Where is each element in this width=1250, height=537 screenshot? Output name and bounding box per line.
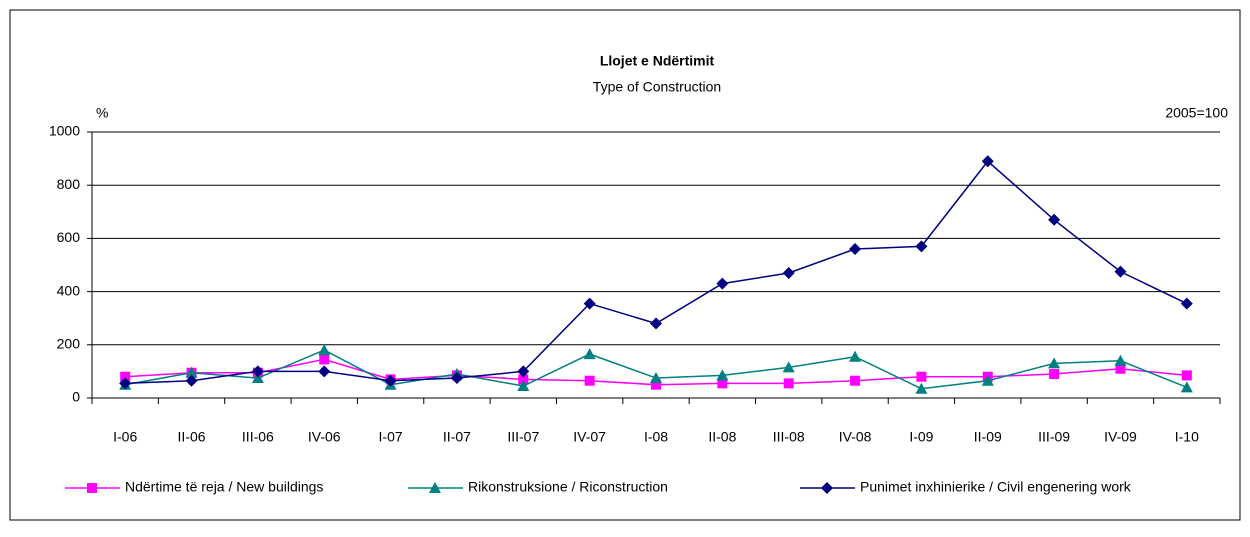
marker: [583, 297, 596, 310]
x-tick-label: I-09: [909, 429, 933, 445]
marker: [782, 266, 795, 279]
x-tick-label: II-09: [974, 429, 1002, 445]
y-tick-label: 400: [57, 282, 81, 298]
marker: [185, 366, 198, 378]
legend-label: Ndërtime të reja / New buildings: [125, 479, 323, 495]
marker: [1049, 369, 1060, 380]
y-tick-label: 800: [57, 176, 81, 192]
marker: [916, 371, 927, 382]
marker: [849, 350, 862, 362]
marker: [915, 382, 928, 394]
marker: [821, 482, 833, 494]
marker: [119, 377, 132, 390]
y-tick-label: 1000: [49, 123, 80, 139]
annotation: 2005=100: [1165, 105, 1228, 121]
x-tick-label: I-08: [644, 429, 668, 445]
marker: [251, 372, 264, 384]
y-tick-label: 200: [57, 336, 81, 352]
marker: [120, 371, 131, 382]
chart-border: [9, 9, 1241, 521]
marker: [429, 482, 441, 493]
marker: [1048, 213, 1061, 226]
marker: [915, 240, 928, 253]
marker: [318, 365, 331, 378]
marker: [1114, 265, 1127, 278]
x-tick-label: II-07: [443, 429, 471, 445]
legend-label: Rikonstruksione / Riconstruction: [468, 479, 668, 495]
marker: [1115, 363, 1126, 374]
marker: [1048, 357, 1061, 369]
x-tick-label: I-07: [379, 429, 403, 445]
marker: [1180, 297, 1193, 310]
marker: [716, 369, 729, 381]
marker: [87, 483, 97, 493]
marker: [185, 374, 198, 387]
marker: [517, 365, 530, 378]
x-tick-label: IV-06: [308, 429, 341, 445]
y-axis-label: %: [96, 105, 108, 121]
marker: [318, 344, 331, 356]
marker: [1181, 370, 1192, 381]
marker: [518, 374, 529, 385]
marker: [650, 372, 662, 384]
chart-subtitle: Type of Construction: [593, 79, 721, 95]
x-tick-label: IV-08: [839, 429, 872, 445]
x-tick-label: III-09: [1038, 429, 1070, 445]
x-tick-label: I-06: [113, 429, 137, 445]
marker: [319, 354, 330, 365]
marker: [716, 277, 729, 290]
chart-title: Llojet e Ndërtimit: [600, 53, 715, 69]
marker: [850, 375, 861, 386]
marker: [651, 379, 661, 390]
marker: [981, 155, 994, 168]
x-tick-label: IV-09: [1104, 429, 1137, 445]
marker: [782, 361, 795, 373]
marker: [717, 378, 728, 389]
marker: [650, 317, 662, 330]
marker: [384, 374, 397, 387]
marker: [783, 378, 794, 389]
marker: [1180, 381, 1193, 393]
marker: [517, 380, 530, 392]
x-tick-label: I-10: [1175, 429, 1199, 445]
y-tick-label: 600: [57, 229, 81, 245]
marker: [584, 375, 595, 386]
x-tick-label: IV-07: [573, 429, 606, 445]
marker: [1114, 354, 1127, 366]
x-tick-label: III-08: [773, 429, 805, 445]
legend-label: Punimet inxhinierike / Civil engenering …: [860, 479, 1132, 495]
marker: [450, 372, 463, 385]
x-tick-label: III-07: [507, 429, 539, 445]
y-tick-label: 0: [72, 389, 80, 405]
marker: [251, 365, 264, 378]
x-tick-label: II-06: [178, 429, 206, 445]
marker: [849, 243, 862, 256]
marker: [583, 348, 596, 360]
x-tick-label: III-06: [242, 429, 274, 445]
marker: [981, 374, 994, 386]
x-tick-label: II-08: [708, 429, 736, 445]
